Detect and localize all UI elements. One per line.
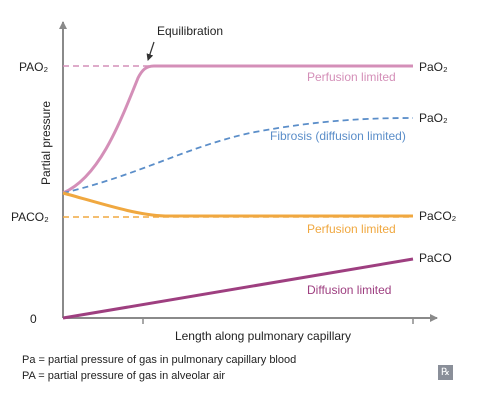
co2-perfusion-limited-curve (62, 191, 413, 218)
paco2-right-label: PaCO₂ (419, 209, 457, 223)
equilibration-label: Equilibration (157, 24, 223, 38)
paco2-alveolar-label: PACO₂ (11, 210, 49, 224)
diffusion-limited-label: Diffusion limited (307, 283, 391, 297)
rx-logo: ℞ (438, 365, 453, 380)
o2-fibrosis-curve (62, 117, 414, 194)
pao2-perfusion-right-label: PaO₂ (419, 60, 448, 74)
legend-pa-definition: Pa = partial pressure of gas in pulmonar… (22, 354, 297, 366)
y-axis-label: Partial pressure (39, 101, 53, 185)
o2-perfusion-limited-curve (62, 64, 413, 195)
pao2-alveolar-label: PAO₂ (19, 60, 48, 74)
perfusion-limited-o2-label: Perfusion limited (307, 70, 396, 84)
paco-right-label: PaCO (419, 251, 452, 265)
fibrosis-diffusion-limited-label: Fibrosis (diffusion limited) (270, 129, 406, 143)
co-diffusion-limited-line (62, 257, 414, 320)
x-axis-label: Length along pulmonary capillary (175, 329, 351, 343)
pao2-fibrosis-right-label: PaO₂ (419, 111, 448, 125)
origin-zero-label: 0 (30, 312, 37, 326)
equilibration-arrow (146, 41, 155, 61)
legend-pA-definition: PA = partial pressure of gas in alveolar… (22, 370, 226, 382)
perfusion-limited-co2-label: Perfusion limited (307, 222, 396, 236)
